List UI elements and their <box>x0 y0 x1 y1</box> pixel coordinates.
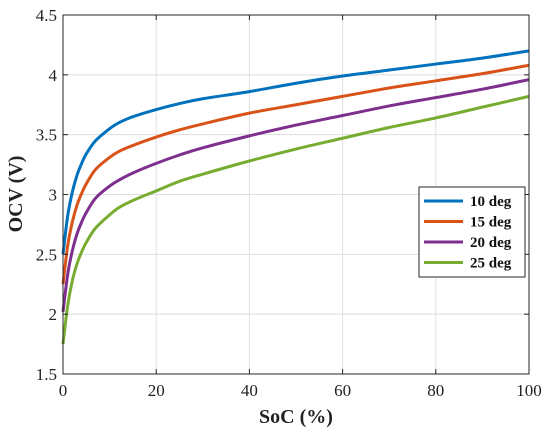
legend-label-1: 10 deg <box>470 194 512 210</box>
legend-label-4: 25 deg <box>470 256 512 272</box>
y-tick-label: 3.5 <box>36 126 57 145</box>
x-tick-label: 20 <box>148 381 165 400</box>
y-tick-label: 1.5 <box>36 365 57 384</box>
legend: 10 deg 15 deg 20 deg 25 deg <box>418 186 526 278</box>
ticks-layer: 0 20 40 60 80 100 1.5 2 2.5 3 3.5 4 4.5 <box>36 6 542 400</box>
y-tick-label: 4.5 <box>36 6 57 25</box>
legend-label-3: 20 deg <box>470 235 512 251</box>
x-axis-title: SoC (%) <box>259 406 333 428</box>
series-lines-layer <box>61 49 530 345</box>
y-tick-label: 4 <box>49 66 58 85</box>
y-tick-label: 2.5 <box>36 245 57 264</box>
x-tick-label: 100 <box>516 381 542 400</box>
series-line-4 <box>61 94 530 345</box>
y-tick-label: 2 <box>49 305 58 324</box>
y-axis-title: OCV (V) <box>5 156 27 233</box>
series-line-2 <box>61 63 530 285</box>
x-tick-label: 80 <box>427 381 444 400</box>
x-tick-label: 40 <box>241 381 258 400</box>
series-line-3 <box>61 78 530 312</box>
legend-label-2: 15 deg <box>470 215 512 231</box>
series-line-1 <box>61 49 530 255</box>
x-tick-label: 60 <box>334 381 351 400</box>
x-tick-label: 0 <box>59 381 68 400</box>
y-tick-label: 3 <box>49 186 58 205</box>
